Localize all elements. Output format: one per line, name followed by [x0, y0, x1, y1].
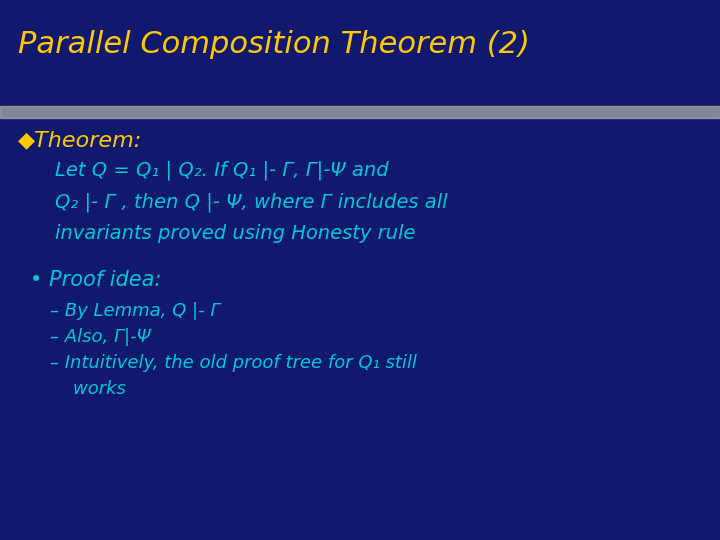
Text: Let Q = Q₁ | Q₂. If Q₁ |- Γ, Γ|-Ψ and: Let Q = Q₁ | Q₂. If Q₁ |- Γ, Γ|-Ψ and	[55, 160, 389, 179]
Text: • Proof idea:: • Proof idea:	[30, 270, 161, 290]
Text: – By Lemma, Q |- Γ: – By Lemma, Q |- Γ	[50, 302, 220, 320]
Text: Parallel Composition Theorem (2): Parallel Composition Theorem (2)	[18, 30, 530, 59]
Text: – Intuitively, the old proof tree for Q₁ still: – Intuitively, the old proof tree for Q₁…	[50, 354, 417, 372]
Text: Q₂ |- Γ , then Q |- Ψ, where Γ includes all: Q₂ |- Γ , then Q |- Ψ, where Γ includes …	[55, 192, 448, 212]
Text: – Also, Γ|-Ψ: – Also, Γ|-Ψ	[50, 328, 150, 346]
Text: invariants proved using Honesty rule: invariants proved using Honesty rule	[55, 224, 415, 243]
Bar	[0, 106, 720, 118]
Text: ◆Theorem:: ◆Theorem:	[18, 130, 143, 150]
Text: works: works	[50, 380, 126, 398]
